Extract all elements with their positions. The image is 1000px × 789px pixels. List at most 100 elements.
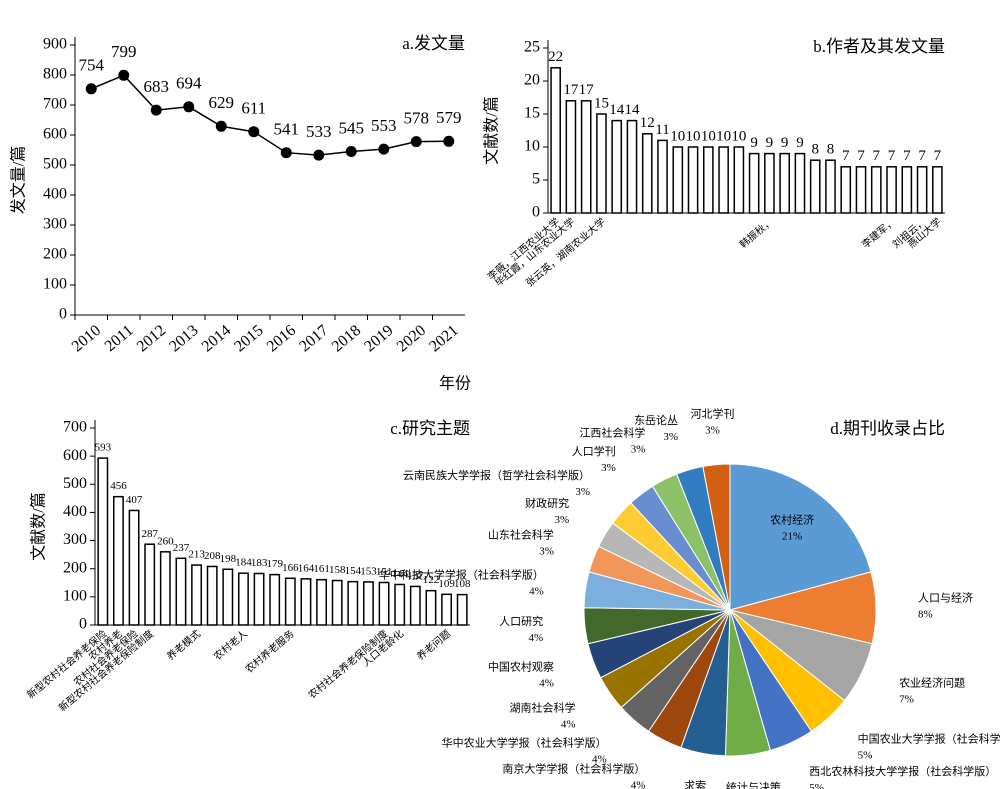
- data-label: 541: [274, 120, 300, 139]
- data-label: 553: [371, 116, 397, 135]
- y-tick-label: 300: [43, 216, 67, 233]
- y-tick-label: 10: [524, 138, 540, 155]
- data-label: 683: [144, 77, 170, 96]
- bar: [97, 457, 109, 626]
- data-label: 799: [111, 42, 137, 61]
- pie-slice: [702, 463, 731, 611]
- data-label: 10: [686, 128, 701, 144]
- data-label: 533: [306, 122, 332, 141]
- marker: [248, 126, 260, 138]
- data-label: 694: [176, 74, 202, 93]
- chart-title: d.期刊收录占比: [830, 419, 945, 438]
- bar: [596, 113, 607, 214]
- data-label: 15: [594, 95, 609, 111]
- data-label: 579: [436, 108, 462, 127]
- slice-value-label: 5%: [858, 750, 873, 762]
- bar: [626, 119, 638, 214]
- data-label: 578: [404, 109, 430, 128]
- slice-label: 中国农村观察: [488, 659, 554, 673]
- bar: [718, 146, 729, 214]
- bar: [159, 551, 171, 626]
- data-label: 287: [141, 528, 158, 540]
- x-tick-label: 2012: [134, 322, 169, 356]
- data-label: 179: [266, 558, 283, 570]
- bar: [779, 152, 791, 214]
- bar: [825, 159, 836, 214]
- slice-value-label: 3%: [575, 486, 590, 498]
- y-tick-label: 800: [43, 66, 67, 83]
- x-tick-label: 韩振秋，: [737, 215, 776, 251]
- slice-value-label: 4%: [631, 779, 646, 789]
- data-label: 593: [95, 442, 112, 454]
- bar: [284, 577, 296, 626]
- slice-value-label: 8%: [918, 609, 933, 621]
- chart-title: b.作者及其发文量: [813, 37, 945, 56]
- slice-label: 求索: [684, 778, 706, 789]
- slice-value-label: 21%: [782, 530, 802, 542]
- marker: [410, 136, 422, 148]
- marker: [215, 120, 227, 132]
- chart-title: c.研究主题: [390, 419, 470, 438]
- y-axis-label: 文献数/篇: [483, 96, 501, 164]
- data-label: 260: [157, 535, 174, 547]
- data-label: 10: [731, 128, 746, 144]
- x-tick-label: 2018: [329, 322, 364, 356]
- slice-label: 人口学刊: [572, 444, 616, 458]
- slice-label: 中国农业大学学报（社会科学版）: [858, 732, 1000, 746]
- data-label: 17: [579, 82, 595, 98]
- y-tick-label: 600: [43, 126, 67, 143]
- y-axis-label: 发文量/篇: [10, 146, 28, 214]
- bar: [425, 589, 437, 626]
- y-tick-label: 700: [43, 96, 67, 113]
- data-label: 754: [79, 56, 105, 75]
- y-tick-label: 200: [43, 246, 67, 263]
- data-label: 10: [716, 128, 731, 144]
- x-tick-label: 2019: [361, 322, 396, 356]
- data-label: 154: [345, 565, 362, 577]
- slice-value-label: 3%: [663, 431, 678, 443]
- bar: [222, 568, 234, 626]
- slice-value-label: 7%: [899, 693, 914, 705]
- marker: [183, 101, 195, 113]
- y-axis-label: 文献数/篇: [30, 492, 48, 560]
- data-label: 14: [609, 102, 625, 118]
- slice-value-label: 4%: [529, 585, 544, 597]
- slice-label: 云南民族大学学报（哲学社会科学版）: [403, 468, 590, 482]
- data-label: 164: [298, 562, 315, 574]
- marker: [313, 149, 325, 161]
- bar: [932, 166, 943, 214]
- bar: [144, 543, 156, 626]
- slice-value-label: 4%: [539, 677, 554, 689]
- y-tick-label: 600: [63, 447, 87, 464]
- slice-value-label: 4%: [592, 753, 607, 765]
- bar: [641, 133, 653, 214]
- bar: [611, 119, 623, 214]
- bar: [657, 139, 668, 214]
- data-label: 213: [188, 549, 205, 561]
- marker: [443, 135, 455, 147]
- x-axis-label: 年份: [439, 375, 471, 393]
- chart-title: a.发文量: [402, 34, 465, 53]
- slice-value-label: 3%: [554, 514, 569, 526]
- y-tick-label: 400: [43, 186, 67, 203]
- slice-label: 湖南社会科学: [510, 701, 576, 715]
- data-label: 17: [563, 82, 579, 98]
- data-label: 9: [796, 135, 804, 151]
- data-label: 10: [670, 128, 685, 144]
- data-label: 7: [842, 148, 850, 164]
- slice-label: 河北学刊: [690, 406, 734, 420]
- y-tick-label: 20: [524, 72, 540, 89]
- bar: [456, 593, 468, 626]
- y-tick-label: 15: [524, 105, 540, 122]
- data-label: 545: [339, 118, 365, 137]
- data-label: 629: [209, 93, 235, 112]
- slice-label: 华中农业大学学报（社会科学版）: [442, 735, 607, 749]
- bar: [550, 67, 561, 214]
- data-label: 8: [827, 142, 835, 158]
- bar: [840, 166, 852, 214]
- pie-slice: [729, 463, 872, 611]
- data-label: 198: [220, 553, 237, 565]
- slice-label: 华中科技大学学报（社会科学版）: [379, 567, 544, 581]
- y-tick-label: 200: [63, 559, 87, 576]
